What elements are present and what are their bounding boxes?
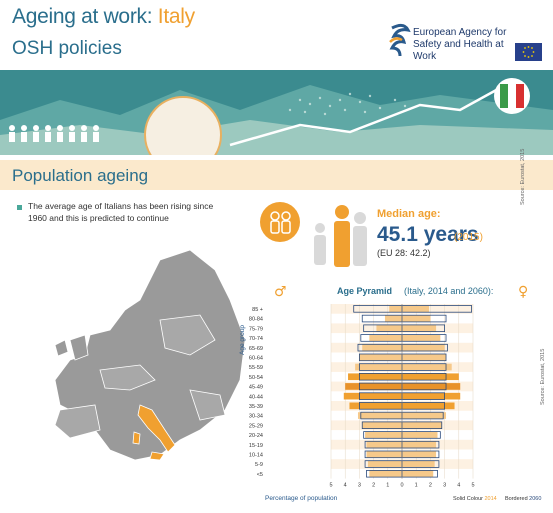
- bar-2014-male: [367, 460, 402, 468]
- bar-2014-female: [402, 373, 459, 381]
- age-group-label: 30-34: [249, 414, 263, 420]
- median-age-eu: (EU 28: 42.2): [377, 248, 431, 258]
- legend-solid: Solid Colour 2014: [453, 496, 497, 502]
- age-group-label: 75-79: [249, 326, 263, 332]
- bar-2014-male: [362, 421, 402, 429]
- header-banner: [0, 70, 553, 155]
- bar-2014-female: [402, 451, 437, 458]
- bar-2014-male: [366, 441, 402, 448]
- bar-2014-male: [369, 470, 402, 478]
- bar-2014-female: [402, 315, 431, 322]
- bar-2014-female: [402, 363, 452, 371]
- bar-2014-male: [362, 344, 402, 351]
- age-group-label: 60-64: [249, 355, 263, 361]
- y-axis-label: Age group: [239, 325, 246, 355]
- bar-2014-male: [359, 354, 402, 361]
- x-tick-label: 2: [372, 483, 375, 489]
- age-group-label: 15-19: [249, 443, 263, 449]
- bar-2014-female: [402, 441, 437, 448]
- bar-2014-female: [402, 412, 447, 419]
- bar-2014-male: [369, 334, 402, 342]
- legend-outline: Bordered 2060: [505, 496, 541, 502]
- age-group-label: 50-54: [249, 375, 263, 381]
- x-tick-label: 1: [386, 483, 389, 489]
- x-tick-label: 3: [443, 483, 446, 489]
- age-group-label: 10-14: [249, 452, 263, 458]
- male-icon: ♂: [274, 284, 287, 300]
- age-group-label: 40-44: [249, 394, 263, 400]
- bar-2014-male: [355, 363, 402, 371]
- bar-2014-male: [348, 373, 402, 381]
- bar-2014-female: [402, 324, 437, 332]
- europe-map: [54, 249, 246, 461]
- bar-2014-male: [349, 402, 402, 410]
- bar-2014-male: [343, 392, 402, 400]
- elderly-couple-icon: [260, 202, 300, 242]
- x-tick-label: 0: [400, 483, 403, 489]
- bar-2014-female: [402, 354, 447, 361]
- age-group-label: 20-24: [249, 433, 263, 439]
- female-icon: ♀: [518, 284, 528, 300]
- bar-2014-male: [389, 305, 402, 313]
- agency-logo-icon: [389, 23, 411, 57]
- x-axis-label: Percentage of population: [265, 495, 338, 502]
- x-tick-label: 4: [344, 483, 347, 489]
- age-group-label: 55-59: [249, 365, 263, 371]
- age-group-label: 85 +: [252, 307, 263, 313]
- bar-2014-female: [402, 344, 445, 351]
- x-tick-label: 4: [457, 483, 460, 489]
- x-tick-label: 2: [429, 483, 432, 489]
- bar-2014-male: [357, 412, 402, 419]
- bar-2014-male: [366, 451, 402, 458]
- x-tick-label: 1: [415, 483, 418, 489]
- bullet-text: The average age of Italians has been ris…: [28, 201, 214, 223]
- bar-2014-male: [384, 315, 402, 322]
- bar-2014-female: [402, 431, 438, 439]
- agency-name: European Agency for Safety and Health at…: [413, 27, 507, 62]
- section-title: Population ageing: [12, 166, 149, 185]
- median-age-label: Median age:: [377, 208, 441, 220]
- title-country: Italy: [157, 5, 195, 28]
- bar-2014-female: [402, 421, 442, 429]
- bar-2014-female: [402, 383, 461, 390]
- page-subtitle: OSH policies: [12, 38, 122, 59]
- section-bar: [0, 160, 553, 190]
- age-group-label: 65-69: [249, 346, 263, 352]
- median-age-value: 45.1 years: [377, 223, 479, 246]
- median-source: Source: Eurostat, 2015: [520, 148, 526, 205]
- chart-title-note: (Italy, 2014 and 2060):: [404, 286, 493, 296]
- x-tick-label: 5: [329, 483, 332, 489]
- age-group-label: 80-84: [249, 317, 263, 323]
- age-group-label: 25-29: [249, 423, 263, 429]
- bar-2014-female: [402, 460, 435, 468]
- age-group-label: 35-39: [249, 404, 263, 410]
- x-tick-label: 3: [358, 483, 361, 489]
- bar-2014-male: [345, 383, 402, 390]
- age-group-label: 70-74: [249, 336, 263, 342]
- bar-2014-male: [365, 431, 402, 439]
- bar-2014-female: [402, 334, 441, 342]
- people-silhouette-icon: [314, 205, 367, 267]
- age-group-label: <5: [257, 472, 263, 478]
- page-title: Ageing at work: Italy: [12, 5, 195, 28]
- bar-2014-female: [402, 392, 461, 400]
- age-pyramid-chart: Age Pyramid (Italy, 2014 and 2060): ♂ ♀ …: [239, 284, 541, 502]
- x-tick-label: 5: [471, 483, 474, 489]
- bullet-marker: [17, 205, 22, 210]
- age-group-label: 45-49: [249, 385, 263, 391]
- bar-2014-male: [376, 324, 402, 332]
- chart-title: Age Pyramid: [337, 286, 392, 296]
- eu-flag-icon: [515, 43, 542, 61]
- pyramid-source: Source: Eurostat, 2015: [540, 348, 546, 405]
- median-age-year: (2015): [454, 232, 483, 243]
- age-group-label: 5-9: [255, 462, 263, 468]
- bar-2014-female: [402, 305, 429, 313]
- bar-2014-female: [402, 470, 434, 478]
- bar-2014-female: [402, 402, 455, 410]
